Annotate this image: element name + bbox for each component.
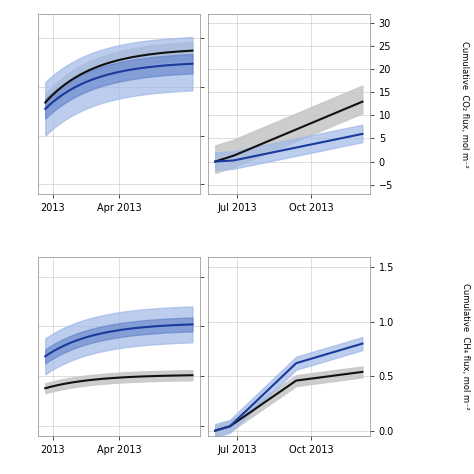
Y-axis label: Cumulative  CO₂ flux, mol m⁻²: Cumulative CO₂ flux, mol m⁻²: [460, 41, 469, 167]
Y-axis label: Cumulative  CH₄ flux, mol m⁻²: Cumulative CH₄ flux, mol m⁻²: [461, 283, 470, 410]
Y-axis label: Cumulative  CO₂-C flux, g m⁻²: Cumulative CO₂-C flux, g m⁻²: [294, 41, 303, 167]
Y-axis label: Cumulative  CH₄-C flux, g m⁻²: Cumulative CH₄-C flux, g m⁻²: [288, 283, 297, 409]
